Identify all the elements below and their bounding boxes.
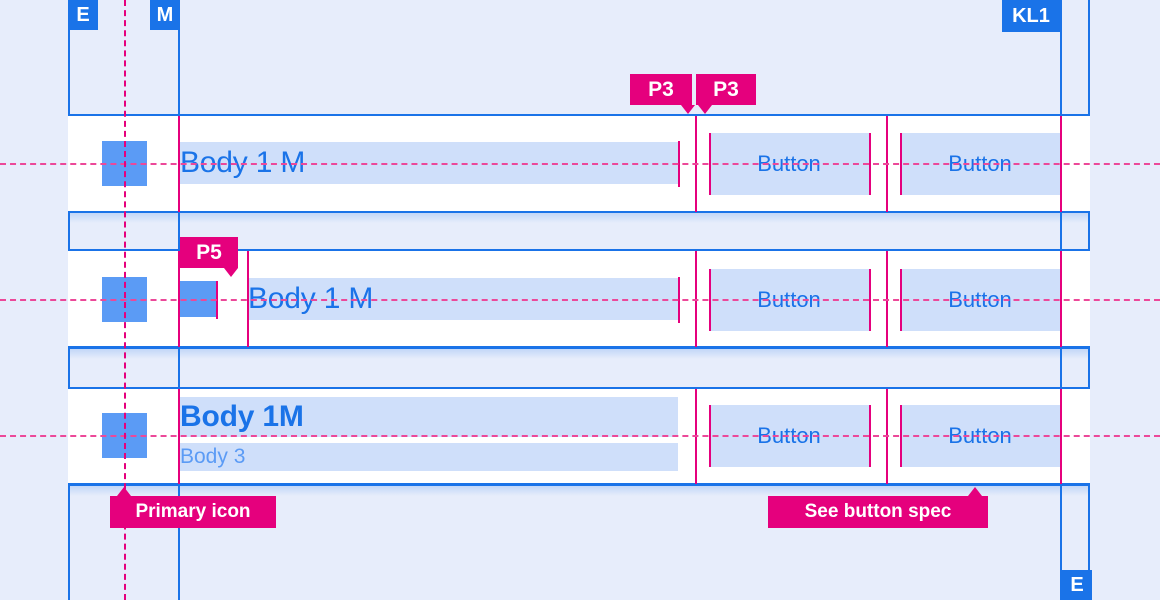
row-3-title-block: Body 1M: [180, 397, 678, 437]
annotation-chip-primary-icon: Primary icon: [110, 496, 276, 528]
annotation-chip-margin-top-label: M: [156, 3, 174, 26]
annotation-tail-p3-right: [698, 105, 712, 114]
guide-line-row3-bottom: [68, 484, 1090, 486]
annotation-chip-edge-bottom-right-label: E: [1070, 573, 1084, 596]
row-3-title: Body 1M: [180, 400, 304, 433]
annotation-chip-button-spec: See button spec: [768, 496, 988, 528]
row-1-title: Body 1 M: [180, 146, 306, 179]
annotation-tail-primary-icon: [117, 487, 131, 496]
annotation-chip-primary-icon-label: Primary icon: [135, 501, 251, 522]
annotation-chip-keyline-1: KL1: [1002, 0, 1060, 32]
annotation-chip-edge-top-left: E: [68, 0, 98, 30]
annotation-tail-button-spec: [968, 487, 982, 496]
guide-line-row2-bottom: [68, 347, 1090, 349]
row-3-subtitle-block: Body 3: [180, 443, 678, 471]
annotation-chip-p3-left: P3: [630, 74, 692, 105]
baseline-row-1: [0, 163, 1160, 165]
annotation-tail-p3-left: [681, 105, 695, 114]
centerline-primary-icon: [124, 0, 126, 600]
annotation-chip-edge-top-left-label: E: [76, 3, 90, 26]
annotation-chip-button-spec-label: See button spec: [804, 501, 952, 522]
row2-shadow: [68, 349, 1090, 359]
annotation-chip-p3-right-label: P3: [713, 77, 739, 101]
annotation-chip-p5: P5: [180, 237, 238, 268]
row3-shadow: [68, 486, 1090, 496]
row-3-subtitle: Body 3: [180, 445, 246, 468]
baseline-row-3: [0, 435, 1160, 437]
annotation-chip-edge-bottom-right: E: [1062, 570, 1092, 600]
annotation-chip-p3-right: P3: [696, 74, 756, 105]
annotation-chip-p5-label: P5: [196, 240, 222, 264]
annotation-tail-p5: [224, 268, 238, 277]
baseline-row-2: [0, 299, 1160, 301]
row1-shadow: [68, 213, 1090, 223]
annotation-chip-p3-left-label: P3: [648, 77, 674, 101]
annotation-chip-keyline-1-label: KL1: [1012, 4, 1050, 27]
row-2-title: Body 1 M: [248, 282, 374, 315]
annotation-chip-margin-top: M: [150, 0, 180, 30]
